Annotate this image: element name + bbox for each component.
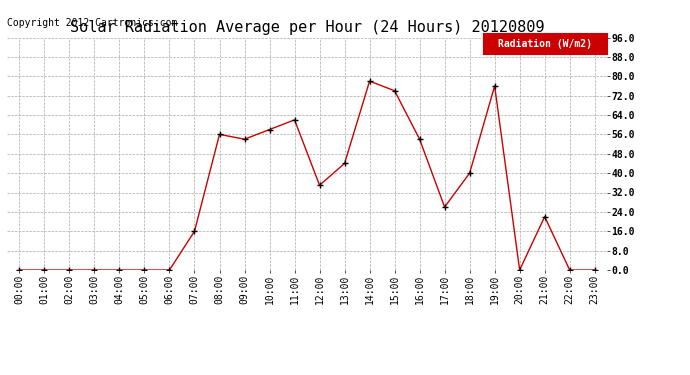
Text: Copyright 2012 Cartronics.com: Copyright 2012 Cartronics.com [7,18,177,28]
Title: Solar Radiation Average per Hour (24 Hours) 20120809: Solar Radiation Average per Hour (24 Hou… [70,20,544,35]
Text: Radiation (W/m2): Radiation (W/m2) [498,39,592,48]
